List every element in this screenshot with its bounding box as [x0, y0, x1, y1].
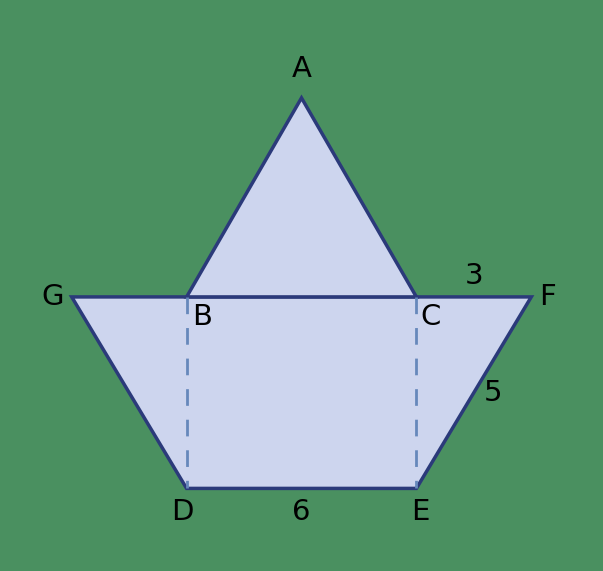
- Text: 5: 5: [484, 379, 502, 407]
- Text: C: C: [420, 303, 441, 331]
- Text: E: E: [411, 498, 429, 526]
- Text: A: A: [292, 55, 311, 83]
- Text: F: F: [539, 283, 556, 311]
- Polygon shape: [72, 297, 531, 488]
- Text: 3: 3: [464, 262, 483, 290]
- Text: 6: 6: [292, 498, 311, 526]
- Text: B: B: [192, 303, 212, 331]
- Text: G: G: [42, 283, 64, 311]
- Text: D: D: [171, 498, 194, 526]
- Polygon shape: [186, 98, 417, 297]
